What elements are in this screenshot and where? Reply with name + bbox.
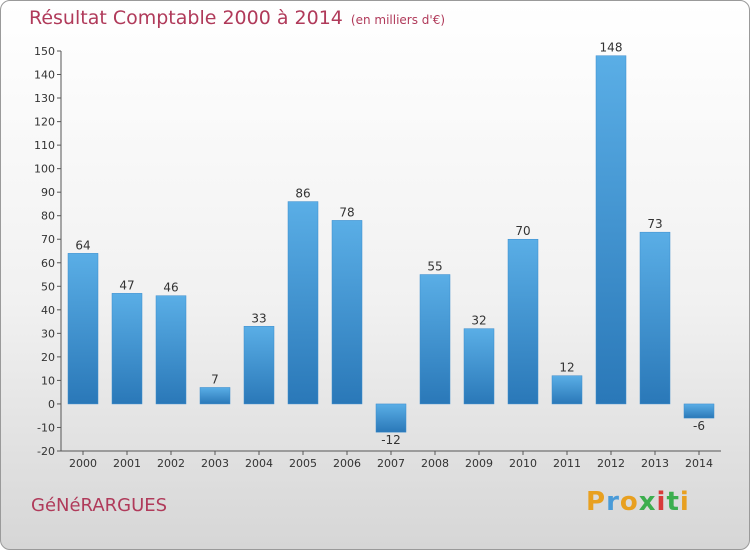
data-label: 46 bbox=[163, 281, 178, 295]
bar bbox=[551, 375, 583, 405]
bar bbox=[287, 201, 319, 405]
bar bbox=[463, 328, 495, 405]
x-tick-label: 2006 bbox=[333, 457, 361, 470]
brand-letter: o bbox=[619, 487, 639, 517]
x-tick-label: 2000 bbox=[69, 457, 97, 470]
y-tick-label: 150 bbox=[34, 45, 55, 58]
x-tick-label: 2013 bbox=[641, 457, 669, 470]
y-tick-label: 40 bbox=[41, 304, 55, 317]
x-tick-label: 2009 bbox=[465, 457, 493, 470]
bar bbox=[67, 253, 99, 405]
chart-title-text: Résultat Comptable 2000 à 2014 bbox=[29, 7, 343, 29]
data-label: 55 bbox=[427, 260, 442, 274]
brand-letter: x bbox=[638, 487, 657, 517]
y-tick-label: 100 bbox=[34, 163, 55, 176]
data-label: 32 bbox=[471, 314, 486, 328]
data-label: 78 bbox=[339, 205, 354, 219]
x-tick-label: 2014 bbox=[685, 457, 713, 470]
y-tick-label: 140 bbox=[34, 69, 55, 82]
data-label: -12 bbox=[381, 433, 401, 447]
x-tick-label: 2010 bbox=[509, 457, 537, 470]
brand-letter: i bbox=[679, 487, 690, 517]
bar bbox=[199, 387, 231, 405]
brand-letter: P bbox=[586, 487, 607, 517]
x-tick-label: 2007 bbox=[377, 457, 405, 470]
x-tick-label: 2012 bbox=[597, 457, 625, 470]
place-name: GéNéRARGUES bbox=[31, 495, 168, 516]
y-tick-label: 20 bbox=[41, 351, 55, 364]
bar bbox=[639, 231, 671, 405]
data-label: 47 bbox=[119, 278, 134, 292]
data-label: 7 bbox=[211, 372, 219, 386]
brand-letter: r bbox=[606, 487, 620, 517]
bar bbox=[375, 403, 407, 433]
y-tick-label: -20 bbox=[37, 445, 55, 458]
y-tick-label: 10 bbox=[41, 374, 55, 387]
x-tick-label: 2005 bbox=[289, 457, 317, 470]
data-label: -6 bbox=[693, 419, 705, 433]
y-tick-label: 0 bbox=[48, 398, 55, 411]
chart-subtitle: (en milliers d'€) bbox=[350, 13, 446, 27]
y-tick-label: 30 bbox=[41, 327, 55, 340]
data-label: 73 bbox=[647, 217, 662, 231]
bar bbox=[595, 55, 627, 405]
y-tick-label: 70 bbox=[41, 233, 55, 246]
data-label: 86 bbox=[295, 187, 310, 201]
x-tick-label: 2002 bbox=[157, 457, 185, 470]
bar bbox=[507, 238, 539, 405]
y-tick-label: -10 bbox=[37, 421, 55, 434]
y-tick-label: 130 bbox=[34, 92, 55, 105]
bar bbox=[419, 274, 451, 405]
data-label: 70 bbox=[515, 224, 530, 238]
brand-letter: t bbox=[666, 487, 680, 517]
bar bbox=[243, 326, 275, 405]
y-tick-label: 120 bbox=[34, 116, 55, 129]
chart-title: Résultat Comptable 2000 à 2014 (en millie… bbox=[29, 7, 445, 29]
data-label: 64 bbox=[75, 238, 90, 252]
y-tick-label: 80 bbox=[41, 210, 55, 223]
x-tick-label: 2001 bbox=[113, 457, 141, 470]
y-tick-label: 90 bbox=[41, 186, 55, 199]
brand-letter: i bbox=[656, 487, 667, 517]
bar bbox=[111, 293, 143, 405]
x-tick-label: 2011 bbox=[553, 457, 581, 470]
proxiti-logo: Proxiti bbox=[586, 487, 690, 517]
x-tick-label: 2008 bbox=[421, 457, 449, 470]
y-tick-label: 50 bbox=[41, 280, 55, 293]
y-tick-label: 110 bbox=[34, 139, 55, 152]
data-label: 148 bbox=[600, 41, 623, 55]
bar bbox=[683, 403, 715, 419]
data-label: 33 bbox=[251, 311, 266, 325]
x-tick-label: 2003 bbox=[201, 457, 229, 470]
bar bbox=[331, 220, 363, 405]
data-label: 12 bbox=[559, 361, 574, 375]
bar bbox=[155, 295, 187, 405]
x-tick-label: 2004 bbox=[245, 457, 273, 470]
y-tick-label: 60 bbox=[41, 257, 55, 270]
